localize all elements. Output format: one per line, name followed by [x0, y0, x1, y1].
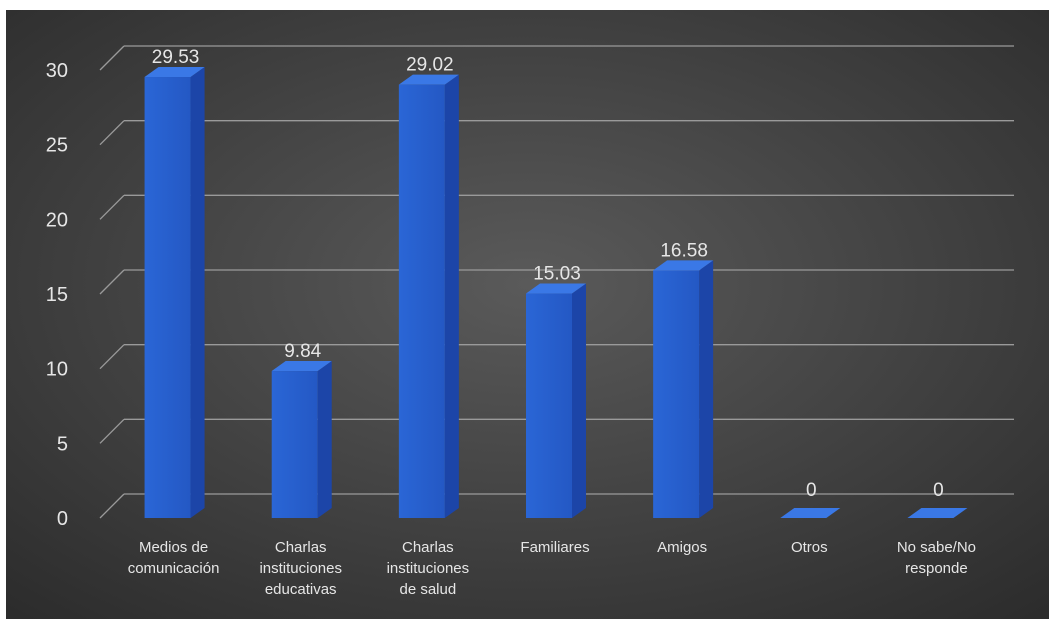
y-tick-label: 15 [46, 284, 68, 306]
category-label: No sabe/No responde [897, 539, 976, 577]
bar-top [780, 508, 841, 518]
data-label: 15.03 [533, 264, 581, 285]
bar-front [398, 84, 445, 518]
category-label: Familiares [520, 539, 589, 556]
data-labels: 29.53 9.84 29.02 15.03 16.58 0 0 [152, 47, 944, 501]
category-label: Otros [791, 539, 828, 556]
gridline-depth [99, 194, 125, 220]
category-label: Charlas instituciones de salud [387, 539, 470, 598]
data-label: 0 [933, 480, 944, 501]
data-label: 29.02 [406, 55, 454, 76]
data-label: 29.53 [152, 47, 200, 68]
bar-top [271, 361, 332, 372]
gridline-depth [99, 344, 125, 370]
bar-top [907, 508, 968, 518]
bar-top [144, 67, 205, 78]
bar [653, 260, 714, 518]
data-label: 9.84 [284, 341, 321, 362]
bar-side [317, 361, 332, 518]
gridline-depth [99, 418, 125, 444]
bar [144, 67, 205, 518]
category-label: Charlas instituciones educativas [259, 539, 342, 598]
bar-side [699, 260, 714, 518]
bar [271, 361, 332, 518]
bar-side [444, 74, 459, 518]
bar-front [653, 270, 700, 518]
bar-side [572, 283, 586, 518]
category-labels: Medios de comunicación Charlas institucione… [128, 539, 976, 598]
bar-top [653, 260, 714, 271]
bar-front [144, 77, 191, 518]
y-tick-label: 20 [46, 209, 68, 231]
bar-side [190, 67, 205, 518]
bar-front [526, 293, 572, 518]
category-label: Medios de comunicación [128, 539, 220, 577]
y-tick-label: 5 [57, 433, 68, 455]
chart-frame: 0 5 10 15 20 25 30 29.53 9.84 29.02 15.03 16.58 0 0 … [6, 10, 1049, 619]
data-label: 16.58 [660, 240, 708, 261]
category-label: Amigos [657, 539, 707, 556]
bar-top [526, 283, 586, 294]
gridline-depth [99, 493, 125, 519]
bar-top [398, 74, 459, 85]
y-tick-label: 30 [46, 60, 68, 82]
bar-front [271, 371, 318, 518]
bar [780, 508, 841, 518]
data-label: 0 [806, 480, 817, 501]
y-tick-label: 10 [46, 359, 68, 381]
bars [144, 67, 968, 518]
y-tick-label: 25 [46, 135, 68, 157]
bar [526, 283, 586, 518]
bar [398, 74, 459, 518]
gridline-depth [99, 120, 125, 146]
gridline-depth [99, 45, 125, 71]
y-axis-tick-labels: 0 5 10 15 20 25 30 [46, 60, 68, 530]
gridline-depth [99, 269, 125, 295]
bar [907, 508, 968, 518]
y-tick-label: 0 [57, 508, 68, 530]
